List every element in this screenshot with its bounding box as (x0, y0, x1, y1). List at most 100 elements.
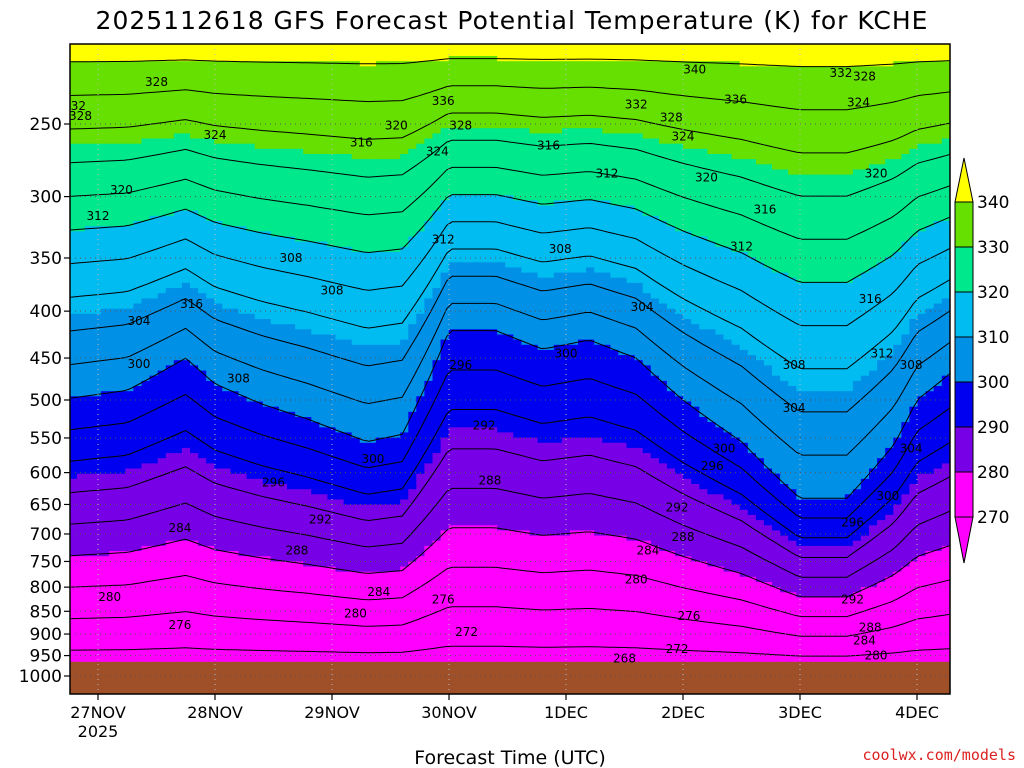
theta-band-cell (731, 504, 741, 573)
theta-band-cell (699, 44, 708, 62)
theta-band-cell (440, 437, 450, 531)
theta-band-cell (70, 313, 78, 397)
theta-band-cell (214, 468, 223, 552)
theta-band-cell (311, 154, 320, 243)
theta-band-cell (222, 61, 231, 145)
contour-label: 320 (110, 183, 133, 197)
theta-band-cell (569, 344, 579, 439)
theta-band-cell (173, 453, 183, 542)
theta-band-cell (190, 210, 199, 289)
theta-band-cell (650, 545, 660, 694)
contour-label: 292 (841, 592, 864, 606)
theta-band-cell (877, 360, 886, 459)
theta-band-cell (707, 329, 717, 423)
x-tick-label: 28NOV (187, 703, 243, 722)
theta-band-cell (569, 272, 579, 346)
contour-label: 328 (853, 70, 876, 84)
theta-band-cell (578, 437, 587, 531)
theta-band-cell (230, 143, 240, 227)
theta-band-cell (278, 44, 288, 62)
theta-band-cell (949, 545, 950, 694)
theta-band-cell (270, 561, 280, 694)
theta-band-cell (707, 494, 717, 568)
theta-band-cell (772, 587, 781, 694)
contour-label: 276 (432, 592, 455, 606)
theta-band-cell (295, 148, 304, 243)
theta-band-cell (165, 365, 175, 454)
theta-band-cell (238, 473, 248, 557)
theta-band-cell (763, 164, 773, 268)
theta-band-cell (594, 344, 603, 439)
contour-label: 332 (625, 97, 648, 111)
theta-band-cell (327, 61, 337, 155)
theta-band-cell (157, 44, 167, 62)
contour-label: 288 (859, 620, 882, 634)
theta-band-cell (877, 66, 886, 165)
theta-band-cell (747, 257, 757, 356)
theta-band-cell (181, 44, 191, 62)
theta-band-cell (529, 200, 539, 274)
theta-band-cell (893, 252, 902, 346)
theta-band-cell (198, 61, 207, 140)
theta-band-cell (206, 298, 215, 382)
y-tick-label: 750 (30, 552, 62, 572)
theta-band-cell (327, 499, 337, 568)
theta-band-cell (852, 380, 862, 490)
theta-band-cell (464, 195, 474, 263)
theta-band-cell (586, 267, 595, 341)
theta-band-cell (472, 195, 482, 263)
theta-band-cell (287, 61, 296, 150)
theta-band-cell (828, 499, 838, 547)
theta-band-cell (885, 355, 894, 449)
theta-band-cell (456, 427, 466, 526)
theta-band-cell (432, 540, 442, 694)
theta-band-cell (141, 138, 151, 222)
theta-band-cell (181, 447, 191, 542)
theta-band-cell (173, 288, 183, 361)
theta-band-cell (812, 282, 822, 392)
theta-band-cell (464, 128, 474, 196)
theta-band-cell (893, 44, 902, 62)
contour-label: 324 (204, 128, 227, 142)
contour-label: 284 (636, 544, 659, 558)
theta-band-cell (165, 540, 175, 694)
theta-band-cell (367, 66, 377, 160)
theta-band-cell (141, 221, 151, 299)
theta-band-cell (820, 597, 830, 694)
colorbar-segment (954, 336, 974, 383)
theta-band-cell (246, 61, 256, 145)
theta-band-cell (747, 159, 757, 258)
theta-band-cell (440, 44, 450, 62)
theta-band-cell (755, 458, 765, 521)
theta-band-cell (254, 61, 264, 150)
theta-band-cell (125, 143, 134, 227)
contour-label: 308 (280, 251, 303, 265)
theta-band-cell (901, 241, 911, 335)
theta-band-cell (343, 432, 353, 506)
contour-label: 296 (262, 475, 285, 489)
theta-band-cell (780, 592, 789, 694)
theta-band-cell (392, 344, 401, 439)
theta-band-cell (763, 267, 773, 366)
theta-band-cell (788, 277, 797, 387)
theta-band-cell (513, 61, 522, 129)
theta-band-cell (206, 380, 215, 464)
theta-band-cell (658, 303, 668, 382)
theta-band-cell (723, 154, 733, 248)
theta-band-cell (198, 458, 207, 547)
theta-band-cell (117, 391, 126, 475)
theta-band-cell (666, 143, 676, 227)
theta-band-cell (133, 44, 143, 62)
theta-band-cell (772, 530, 781, 588)
theta-band-cell (909, 148, 919, 238)
theta-band-cell (198, 44, 207, 62)
theta-band-cell (384, 61, 393, 160)
theta-band-cell (877, 164, 886, 263)
theta-band-cell (254, 401, 264, 480)
theta-band-cell (650, 44, 660, 62)
theta-contour-340 (70, 58, 950, 68)
theta-band-cell (117, 44, 126, 62)
theta-band-cell (359, 504, 369, 573)
contour-label: 340 (683, 63, 706, 77)
theta-band-cell (367, 252, 377, 346)
